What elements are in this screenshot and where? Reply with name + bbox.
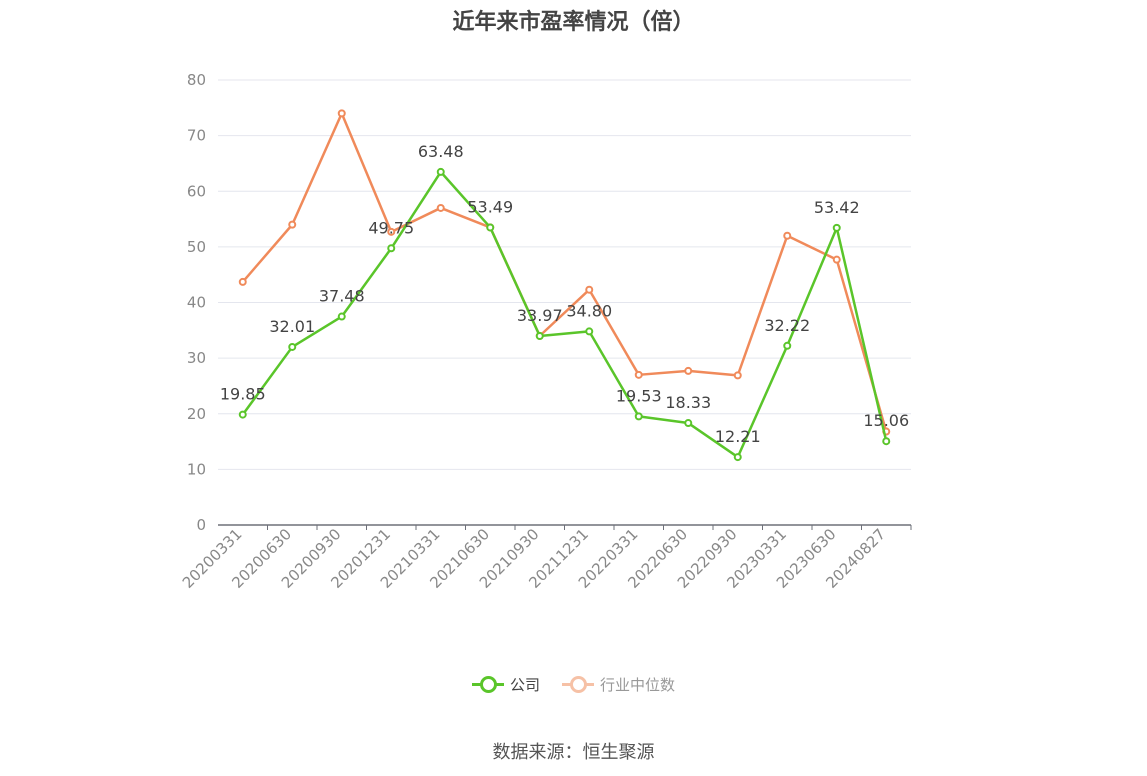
data-point — [387, 244, 396, 253]
data-point — [733, 371, 742, 380]
legend-label-industry-median: 行业中位数 — [600, 675, 676, 694]
data-point — [337, 109, 346, 118]
legend-line-icon — [562, 673, 594, 695]
data-point — [585, 327, 594, 336]
data-label: 32.22 — [764, 316, 810, 335]
data-point — [832, 255, 841, 264]
data-point — [486, 223, 495, 232]
data-point — [387, 227, 396, 236]
data-point — [535, 332, 544, 341]
data-label: 15.06 — [863, 411, 909, 430]
data-point — [337, 312, 346, 321]
data-point — [634, 370, 643, 379]
data-point — [783, 231, 792, 240]
data-label: 34.80 — [566, 301, 612, 320]
data-point — [585, 285, 594, 294]
y-tick-label: 60 — [187, 182, 206, 200]
data-point — [238, 277, 247, 286]
legend: 公司 行业中位数 — [0, 673, 1147, 695]
data-point — [832, 223, 841, 232]
legend-line-icon — [471, 673, 504, 695]
y-tick-label: 10 — [187, 460, 206, 478]
data-label: 32.01 — [269, 317, 315, 336]
data-point — [684, 419, 693, 428]
legend-item-company[interactable]: 公司 — [471, 673, 540, 695]
data-label: 19.53 — [616, 386, 662, 405]
y-tick-label: 40 — [187, 294, 206, 312]
data-point — [436, 167, 445, 176]
legend-item-industry-median[interactable]: 行业中位数 — [562, 673, 675, 695]
data-point — [288, 220, 297, 229]
series-layer — [238, 109, 891, 462]
data-point — [634, 412, 643, 421]
y-tick-label: 80 — [187, 71, 206, 89]
data-point — [684, 366, 693, 375]
data-label: 33.97 — [517, 306, 563, 325]
series-line — [241, 170, 888, 459]
y-tick-label: 30 — [187, 349, 206, 367]
y-tick-label: 50 — [187, 238, 206, 256]
data-label: 18.33 — [665, 393, 711, 412]
data-source: 数据来源：恒生聚源 — [492, 742, 655, 763]
y-tick-label: 70 — [187, 127, 206, 145]
data-label: 53.49 — [467, 197, 513, 216]
axis-layer: 0102030405060708020200331202006302020093… — [179, 71, 912, 592]
data-label: 12.21 — [715, 427, 761, 446]
data-label: 53.42 — [814, 198, 860, 217]
data-label: 49.75 — [368, 218, 414, 237]
y-tick-label: 0 — [196, 516, 206, 534]
data-label: 63.48 — [418, 142, 464, 161]
chart-title: 近年来市盈率情况（倍） — [452, 10, 695, 35]
data-point — [783, 341, 792, 350]
y-tick-label: 20 — [187, 405, 206, 423]
data-point — [288, 342, 297, 351]
data-label: 19.85 — [220, 385, 266, 404]
legend-label-company: 公司 — [509, 675, 540, 694]
data-label: 37.48 — [319, 287, 365, 306]
grid-layer — [218, 79, 911, 470]
data-point — [733, 453, 742, 462]
data-point — [436, 203, 445, 212]
data-point — [238, 410, 247, 419]
series-line — [241, 112, 888, 432]
data-point — [882, 437, 891, 446]
